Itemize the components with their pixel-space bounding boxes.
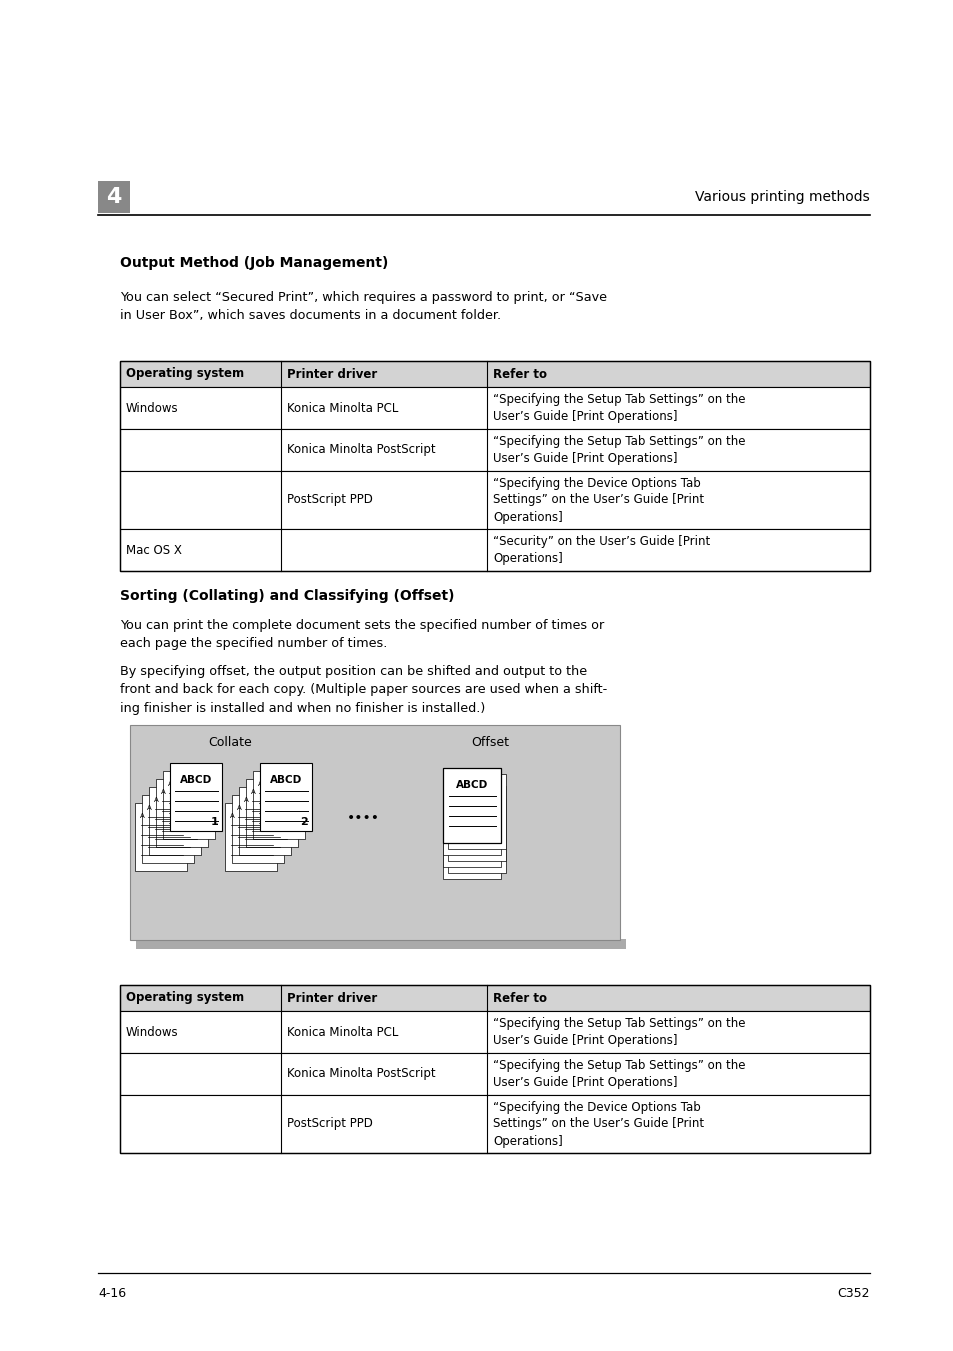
Text: A: A <box>257 781 262 788</box>
Text: “Specifying the Setup Tab Settings” on the
User’s Guide [Print Operations]: “Specifying the Setup Tab Settings” on t… <box>493 393 745 423</box>
Bar <box>442 792 500 867</box>
Text: A: A <box>244 797 249 802</box>
Bar <box>120 985 869 1011</box>
Text: You can select “Secured Print”, which requires a password to print, or “Save
in : You can select “Secured Print”, which re… <box>120 290 606 323</box>
Bar <box>442 804 500 880</box>
Text: A: A <box>140 813 145 819</box>
Bar <box>120 386 869 430</box>
Text: Various printing methods: Various printing methods <box>695 190 869 204</box>
Text: C352: C352 <box>837 1288 869 1300</box>
Bar <box>239 788 291 855</box>
Text: A: A <box>153 797 158 802</box>
Bar <box>448 774 505 848</box>
Text: You can print the complete document sets the specified number of times or
each p: You can print the complete document sets… <box>120 619 603 650</box>
Bar <box>120 471 869 530</box>
Bar <box>135 802 187 871</box>
Bar <box>136 731 631 948</box>
Bar <box>225 802 276 871</box>
Text: 2: 2 <box>300 817 308 827</box>
Text: “Specifying the Setup Tab Settings” on the
User’s Guide [Print Operations]: “Specifying the Setup Tab Settings” on t… <box>493 435 745 465</box>
Bar <box>130 725 619 940</box>
Bar <box>136 939 625 948</box>
Bar <box>120 1052 869 1096</box>
Text: 1: 1 <box>210 817 218 827</box>
Text: PostScript PPD: PostScript PPD <box>287 493 373 507</box>
Text: A: A <box>236 805 241 811</box>
Text: A: A <box>251 789 255 794</box>
Text: Konica Minolta PCL: Konica Minolta PCL <box>287 1025 398 1039</box>
Text: 4-16: 4-16 <box>98 1288 126 1300</box>
Bar <box>232 794 284 863</box>
Bar <box>149 788 201 855</box>
Text: Konica Minolta PCL: Konica Minolta PCL <box>287 401 398 415</box>
Bar <box>120 430 869 471</box>
Text: Konica Minolta PostScript: Konica Minolta PostScript <box>287 443 436 457</box>
Text: ABCD: ABCD <box>270 775 302 785</box>
Bar <box>442 767 500 843</box>
Bar <box>142 794 193 863</box>
Text: Output Method (Job Management): Output Method (Job Management) <box>120 255 388 270</box>
Text: Operating system: Operating system <box>126 992 244 1005</box>
Bar <box>442 767 500 843</box>
Text: “Specifying the Setup Tab Settings” on the
User’s Guide [Print Operations]: “Specifying the Setup Tab Settings” on t… <box>493 1017 745 1047</box>
Bar <box>98 181 130 213</box>
Text: Windows: Windows <box>126 1025 178 1039</box>
Bar <box>260 763 312 831</box>
Text: Offset: Offset <box>471 736 509 750</box>
Text: ••••: •••• <box>346 811 379 825</box>
Text: Refer to: Refer to <box>493 992 547 1005</box>
Text: Konica Minolta PostScript: Konica Minolta PostScript <box>287 1067 436 1081</box>
Text: “Specifying the Device Options Tab
Settings” on the User’s Guide [Print
Operatio: “Specifying the Device Options Tab Setti… <box>493 477 704 523</box>
Text: A: A <box>168 781 172 788</box>
Text: Refer to: Refer to <box>493 367 547 381</box>
Bar <box>163 771 214 839</box>
Text: Sorting (Collating) and Classifying (Offset): Sorting (Collating) and Classifying (Off… <box>120 589 454 603</box>
Bar <box>442 780 500 855</box>
Text: Windows: Windows <box>126 401 178 415</box>
Text: A: A <box>230 813 234 819</box>
Bar <box>120 985 869 1152</box>
Bar <box>120 361 869 571</box>
Bar <box>253 771 305 839</box>
Text: By specifying offset, the output position can be shifted and output to the
front: By specifying offset, the output positio… <box>120 665 607 715</box>
Text: “Specifying the Device Options Tab
Settings” on the User’s Guide [Print
Operatio: “Specifying the Device Options Tab Setti… <box>493 1101 704 1147</box>
Text: “Security” on the User’s Guide [Print
Operations]: “Security” on the User’s Guide [Print Op… <box>493 535 710 565</box>
Text: Operating system: Operating system <box>126 367 244 381</box>
Bar <box>120 1096 869 1152</box>
Bar <box>120 1011 869 1052</box>
Bar <box>120 530 869 571</box>
Text: PostScript PPD: PostScript PPD <box>287 1117 373 1131</box>
Text: Printer driver: Printer driver <box>287 367 377 381</box>
Bar <box>246 780 297 847</box>
Text: A: A <box>161 789 166 794</box>
Text: Printer driver: Printer driver <box>287 992 377 1005</box>
Bar <box>448 786 505 861</box>
Text: ABCD: ABCD <box>456 780 488 790</box>
Text: Collate: Collate <box>208 736 252 750</box>
Text: 4: 4 <box>106 186 122 207</box>
Bar <box>170 763 222 831</box>
Bar <box>448 798 505 873</box>
Text: Mac OS X: Mac OS X <box>126 543 182 557</box>
Text: “Specifying the Setup Tab Settings” on the
User’s Guide [Print Operations]: “Specifying the Setup Tab Settings” on t… <box>493 1059 745 1089</box>
Bar <box>120 361 869 386</box>
Text: A: A <box>147 805 152 811</box>
Text: ABCD: ABCD <box>180 775 212 785</box>
Bar <box>156 780 208 847</box>
